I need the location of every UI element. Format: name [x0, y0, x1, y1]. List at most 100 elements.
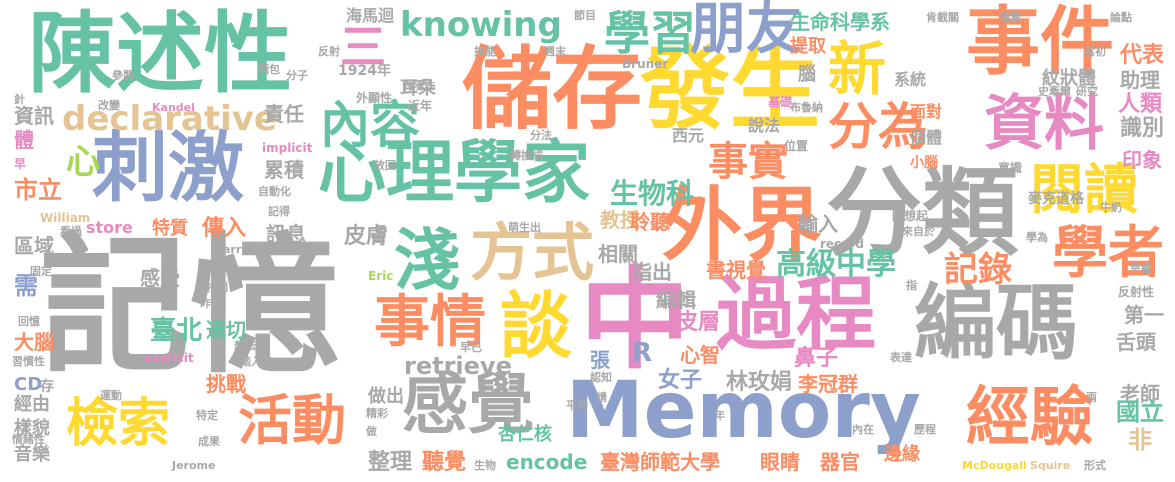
word-liang: 兩 [1086, 391, 1097, 404]
word-dianying: 電影 [1000, 11, 1022, 24]
word-ti: 體 [14, 128, 34, 152]
word-kandel: Kandel [152, 101, 195, 114]
word-zhang: 張 [590, 348, 610, 372]
word-getiti: 個體 [910, 128, 943, 147]
word-jide: 記得 [268, 205, 290, 218]
word-R: R [632, 338, 653, 368]
word-gaojizhongxue: 高級中學 [776, 247, 896, 282]
word-shengmingkexuexi: 生命科學系 [790, 10, 890, 34]
word-quyu: 區域 [14, 234, 54, 258]
word-neiyinxing: 內隱性 [402, 79, 435, 92]
word-waixianxing: 外顯性 [356, 91, 393, 105]
word-ganjue: 感覺 [402, 366, 534, 443]
word-shushijue: 書視覺 [706, 258, 766, 282]
word-squire: Squire [1030, 459, 1071, 472]
word-renlei: 人類 [1118, 92, 1163, 117]
word-retrieve: retrieve [404, 352, 512, 380]
word-shetou: 舌頭 [1116, 330, 1156, 354]
word-xiangguan: 相關 [598, 242, 638, 266]
word-encode: encode [506, 450, 588, 474]
word-huodong: 活動 [238, 389, 346, 452]
word-jilu: 記錄 [944, 250, 1012, 290]
word-zhuanhuancheng: 轉換成 [510, 149, 543, 162]
word-mcdougall: McDougall [962, 459, 1027, 472]
word-gaiban: 改變 [98, 99, 120, 112]
word-shijian: 事件 [966, 0, 1114, 85]
word-zixun: 資訊 [14, 104, 54, 128]
word-jiansuo: 檢索 [66, 394, 171, 454]
word-guoli: 國立 [1116, 398, 1164, 426]
word-jingyan: 經驗 [966, 381, 1094, 455]
word-cun: 存 [40, 379, 54, 395]
word-san: 三 [340, 20, 386, 74]
word-haimahui: 海馬迴 [346, 6, 395, 25]
word-kending: 肯截關 [926, 11, 959, 24]
word-nao: 腦 [798, 64, 816, 85]
word-yinyue: 音樂 [14, 444, 50, 465]
word-memory: Memory [566, 366, 921, 456]
word-fenlei: 分類 [826, 157, 1018, 269]
word-xingrenhe: 杏仁核 [498, 424, 552, 445]
word-xiaonao: 小腦 [910, 155, 938, 171]
word-zuochu: 做出 [368, 386, 404, 407]
word-yundong: 運動 [100, 389, 122, 402]
word-jiamen: 家門 [200, 261, 222, 274]
word-zhichu: 指出 [632, 260, 672, 284]
word-xiyuan: 西元 [672, 126, 705, 145]
word-ganshou: 感受 [140, 266, 180, 290]
word-ciji: 刺激 [92, 123, 244, 212]
word-buluna: 布魯納 [790, 101, 823, 114]
word-mengshengchu: 萌生出 [508, 221, 541, 234]
word-pice: 皮層 [676, 310, 721, 335]
word-nian1924: 1924年 [338, 63, 391, 79]
word-shimingda: 臺灣師範大學 [600, 450, 720, 474]
word-yinxiang: 印象 [1122, 148, 1162, 172]
word-xuewei: 學為 [1026, 231, 1048, 244]
word-tan: 談 [500, 284, 573, 368]
word-shuofa: 說法 [748, 116, 781, 135]
word-jiyi: 記憶 [40, 220, 341, 394]
word-zao: 早 [14, 157, 27, 171]
word-zaoshu: 早餐 [1130, 263, 1152, 276]
word-fei: 非 [1128, 426, 1152, 454]
word-bizi: 鼻子 [794, 346, 839, 371]
word-fanshe: 反射 [318, 45, 340, 58]
word-tezhi: 特質 [152, 218, 188, 239]
word-kanguo: 看過 [60, 225, 82, 238]
word-implicit: implicit [262, 141, 313, 155]
word-canyue: 參閱 [112, 69, 134, 82]
word-jineng: 技能 [474, 45, 496, 58]
word-jiedian: 節目 [574, 9, 596, 22]
word-lunjian: 論點 [1110, 11, 1132, 24]
word-qian: 淺 [394, 222, 460, 299]
word-xinlixuejia: 心理學家 [318, 134, 591, 213]
word-biaoda: 表達 [890, 351, 912, 364]
word-laoshi: 老師 [1120, 382, 1160, 406]
word-pingshi: 平時 [566, 399, 588, 412]
word-zuo: 做 [366, 425, 377, 438]
word-nvzi: 女子 [658, 368, 703, 393]
word-tediing: 特定 [196, 409, 218, 422]
word-larry: Larry [216, 243, 249, 256]
word-ziliao: 資料 [984, 89, 1104, 159]
word-zhen: 針 [14, 93, 25, 106]
word-tingjue: 聽覺 [422, 450, 467, 475]
word-zhuli: 助理 [1120, 68, 1160, 92]
word-yanjing: 眼睛 [760, 450, 800, 474]
word-weizhi: 位置 [784, 139, 809, 153]
word-bianji: 編輯 [656, 288, 696, 312]
word-eric: Eric [368, 269, 394, 283]
word-qiguan: 器官 [820, 450, 860, 474]
word-xu: 需 [14, 272, 38, 300]
word-chucun: 儲存 [462, 37, 642, 142]
word-xin: 新 [828, 35, 887, 103]
word-renzhi: 認知 [590, 371, 612, 384]
word-yanjiu: 研究 [1076, 85, 1098, 98]
word-xuezhe: 學者 [1052, 221, 1164, 286]
word-shiqie: 適切 [206, 318, 246, 342]
word-tebie: 特別 [206, 281, 228, 294]
word-chuanru: 傳入 [202, 216, 247, 241]
word-chenshuxing: 陳述性 [28, 2, 293, 105]
word-zidonghua: 自動化 [258, 185, 291, 198]
